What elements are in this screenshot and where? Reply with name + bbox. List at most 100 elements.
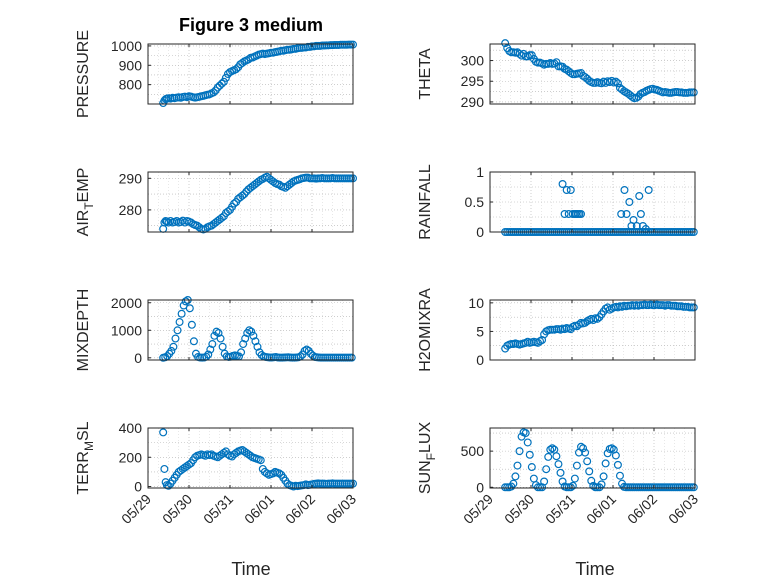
data-point bbox=[189, 337, 198, 346]
data-point bbox=[579, 444, 588, 453]
data-point bbox=[169, 342, 178, 351]
x-tick-label: 05/29 bbox=[118, 491, 154, 527]
data-point bbox=[269, 469, 278, 478]
data-point bbox=[689, 303, 698, 312]
axes-box bbox=[489, 299, 696, 361]
x-tick-label: 06/02 bbox=[282, 491, 318, 527]
data-point bbox=[164, 481, 173, 490]
y-tick-label: 1000 bbox=[111, 38, 142, 54]
data-point bbox=[613, 79, 622, 88]
data-point bbox=[566, 483, 575, 492]
data-point bbox=[568, 481, 577, 490]
data-point bbox=[206, 345, 215, 354]
subplot-rainfall: 0 0.5 1 RAINFALL bbox=[417, 164, 698, 240]
x-tick-label: 05/31 bbox=[542, 491, 578, 527]
y-axis-label: PRESSURE bbox=[75, 30, 92, 118]
data-point bbox=[511, 472, 520, 481]
data-point bbox=[558, 477, 567, 486]
y-tick-label: 800 bbox=[119, 77, 143, 93]
data-point bbox=[644, 186, 653, 195]
data-point bbox=[527, 463, 536, 472]
data-point bbox=[607, 444, 616, 453]
data-point bbox=[560, 210, 569, 219]
y-tick-label: 0.5 bbox=[465, 194, 485, 210]
y-tick-label: 2000 bbox=[111, 295, 142, 311]
data-point bbox=[187, 320, 196, 329]
data-point bbox=[283, 479, 292, 488]
data-point bbox=[632, 222, 641, 231]
data-point bbox=[187, 218, 196, 227]
data-point bbox=[208, 340, 217, 349]
x-axis-label-right: Time bbox=[575, 559, 614, 579]
data-point bbox=[191, 453, 200, 462]
data-point bbox=[240, 190, 249, 199]
data-point bbox=[245, 326, 254, 335]
data-point bbox=[501, 39, 510, 48]
data-point bbox=[249, 331, 258, 340]
data-point bbox=[254, 177, 263, 186]
data-point bbox=[558, 180, 567, 189]
data-point bbox=[256, 456, 265, 465]
x-axis-label-left: Time bbox=[231, 559, 270, 579]
data-point bbox=[204, 350, 213, 359]
subplot-theta: 290 295 300 THETA bbox=[417, 39, 698, 110]
data-point bbox=[212, 327, 221, 336]
x-tick-label: 05/29 bbox=[460, 491, 496, 527]
data-series-pressure bbox=[159, 40, 358, 108]
data-point bbox=[603, 449, 612, 458]
data-point bbox=[223, 450, 232, 459]
data-point bbox=[230, 199, 239, 208]
data-point bbox=[167, 346, 176, 355]
axes-box bbox=[147, 427, 354, 489]
data-point bbox=[577, 210, 586, 219]
y-axis-label: TERRMSL bbox=[75, 421, 96, 494]
data-point bbox=[617, 210, 626, 219]
data-point bbox=[615, 471, 624, 480]
y-tick-label: 5 bbox=[476, 323, 484, 339]
data-point bbox=[218, 342, 227, 351]
data-point bbox=[603, 303, 612, 312]
axes-box bbox=[489, 43, 696, 105]
data-point bbox=[601, 459, 610, 468]
y-tick-label: 200 bbox=[119, 449, 143, 465]
data-point bbox=[173, 326, 182, 335]
figure-title: Figure 3 medium bbox=[179, 15, 323, 35]
data-point bbox=[513, 461, 522, 470]
data-point bbox=[585, 467, 594, 476]
x-tick-label: 05/30 bbox=[501, 491, 537, 527]
data-point bbox=[566, 186, 575, 195]
data-point bbox=[221, 73, 230, 82]
data-point bbox=[572, 461, 581, 470]
data-point bbox=[269, 177, 278, 186]
data-point bbox=[214, 329, 223, 338]
data-point bbox=[217, 213, 226, 222]
data-point bbox=[629, 216, 638, 225]
y-tick-label: 1000 bbox=[111, 322, 142, 338]
data-series-mixdepth bbox=[159, 296, 356, 362]
data-point bbox=[287, 179, 296, 188]
x-tick-label: 06/01 bbox=[241, 491, 277, 527]
data-series-sun_flux bbox=[501, 428, 698, 492]
data-series-h2omixra bbox=[501, 300, 698, 353]
data-point bbox=[622, 210, 631, 219]
data-point bbox=[238, 58, 247, 67]
y-axis-label: THETA bbox=[417, 48, 434, 100]
x-tick-label: 06/03 bbox=[323, 491, 359, 527]
data-point bbox=[258, 174, 267, 183]
y-tick-label: 900 bbox=[119, 57, 143, 73]
y-tick-label: 0 bbox=[476, 479, 484, 495]
data-point bbox=[177, 309, 186, 318]
data-point bbox=[562, 186, 571, 195]
subplot-pressure: 800 900 1000 PRESSURE bbox=[75, 30, 358, 118]
data-point bbox=[599, 472, 608, 481]
subplot-h2omixra: 0 5 10 H2OMIXRA bbox=[417, 288, 698, 372]
axes-box bbox=[489, 427, 696, 489]
data-point bbox=[185, 304, 194, 313]
data-point bbox=[246, 451, 255, 460]
data-point bbox=[262, 469, 271, 478]
y-tick-label: 400 bbox=[119, 420, 143, 436]
subplot-sun_flux: 05/29 05/30 05/31 06/01 06/02 06/03 0 500 SUNFLU… bbox=[417, 422, 701, 527]
data-point bbox=[159, 428, 168, 437]
